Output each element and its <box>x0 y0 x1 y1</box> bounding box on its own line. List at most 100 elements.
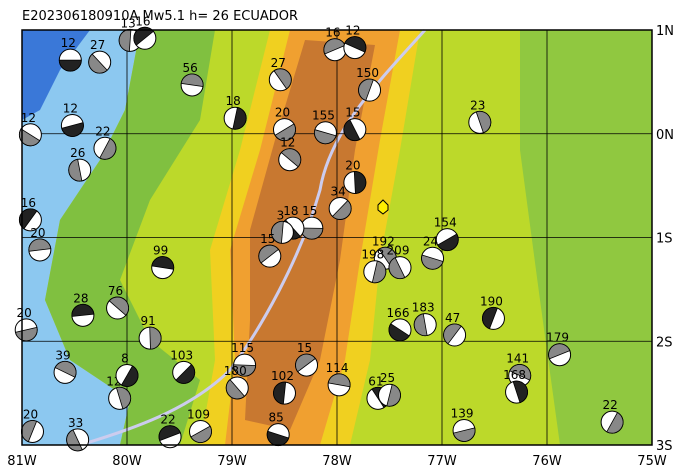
depth-label: 20 <box>275 106 290 120</box>
depth-label: 15 <box>260 232 275 246</box>
beachball <box>151 256 175 280</box>
beachball <box>313 121 337 145</box>
depth-label: 34 <box>331 184 346 198</box>
beachball <box>388 318 412 342</box>
beachball <box>327 373 351 397</box>
beachball <box>88 50 112 74</box>
beachball-quadrant <box>323 38 346 55</box>
beachball-quadrant <box>606 412 624 434</box>
beachball <box>273 118 296 142</box>
depth-label: 103 <box>170 348 193 362</box>
beachball <box>413 313 437 337</box>
beachball <box>548 343 572 367</box>
lat-tick-label: 1S <box>656 232 673 247</box>
depth-label: 99 <box>153 244 168 258</box>
lat-tick-label: 0N <box>656 128 674 143</box>
beachball <box>172 360 196 384</box>
depth-label: 20 <box>17 306 32 320</box>
beachball <box>68 158 92 182</box>
depth-label: 115 <box>231 341 254 355</box>
depth-label: 15 <box>345 106 360 120</box>
beachball-quadrant <box>190 425 212 443</box>
beachball-quadrant <box>232 106 247 130</box>
beachball-quadrant <box>120 365 139 387</box>
depth-label: 16 <box>135 14 150 28</box>
beachball <box>138 326 162 350</box>
depth-label: 18 <box>226 94 241 108</box>
beachball <box>158 425 182 449</box>
beachball <box>58 48 82 72</box>
depth-label: 22 <box>602 398 617 412</box>
beachball <box>53 360 77 384</box>
beachball <box>93 136 117 160</box>
beachball <box>278 148 302 172</box>
beachball <box>108 386 132 410</box>
depth-label: 91 <box>140 314 155 328</box>
beachball-quadrant <box>225 379 246 400</box>
beachball <box>133 26 157 50</box>
beachball-quadrant <box>421 254 444 270</box>
beachball-quadrant <box>15 326 38 342</box>
border-line <box>79 28 427 447</box>
beachball <box>233 353 257 377</box>
beachball-quadrant <box>28 238 52 252</box>
depth-label: 33 <box>68 416 83 430</box>
beachball-quadrant <box>371 260 387 284</box>
beachball-quadrant <box>175 364 196 384</box>
beachball-quadrant <box>233 364 257 377</box>
depth-label: 166 <box>387 306 410 320</box>
depth-label: 28 <box>73 291 88 305</box>
beachball <box>189 420 212 444</box>
beachball <box>363 260 387 284</box>
beachball-quadrant <box>331 199 352 220</box>
beachball-quadrant <box>452 427 476 442</box>
beachball-quadrant <box>344 36 367 53</box>
beachball-quadrant <box>273 68 292 90</box>
beachball <box>343 36 367 60</box>
beachball <box>18 208 42 232</box>
depth-label: 168 <box>503 368 526 382</box>
beachball <box>435 228 459 252</box>
depth-label: 22 <box>95 124 110 138</box>
beachball <box>295 353 319 377</box>
lat-tick-label: 1N <box>656 24 674 39</box>
depth-label: 16 <box>21 196 36 210</box>
beachball-quadrant <box>437 233 459 251</box>
depth-label: 183 <box>412 301 435 315</box>
depth-label: 12 <box>21 111 36 125</box>
depth-label: 154 <box>434 216 457 230</box>
depth-label: 20 <box>23 408 38 422</box>
beachball <box>421 246 445 270</box>
map-title: E202306180910A Mw5.1 h= 26 ECUADOR <box>22 9 298 24</box>
beachball-quadrant <box>512 380 528 404</box>
lon-tick-label: 76W <box>532 454 562 469</box>
beachball <box>343 171 367 195</box>
beachball <box>14 318 38 342</box>
depth-label: 13 <box>121 16 136 30</box>
frame <box>21 29 653 446</box>
depth-label: 85 <box>269 411 284 425</box>
depth-label: 180 <box>224 364 247 378</box>
beachball-quadrant <box>509 364 532 381</box>
beachball-quadrant <box>58 59 82 72</box>
lon-tick-label: 75W <box>637 454 667 469</box>
beachball-quadrant <box>61 122 84 137</box>
depth-label: 24 <box>423 234 438 248</box>
beachball-quadrant <box>115 386 132 410</box>
depth-label: 61 <box>368 374 383 388</box>
lat-tick-label: 2S <box>656 335 673 350</box>
depth-label: 39 <box>55 348 70 362</box>
beachball <box>71 303 95 327</box>
beachball-quadrant <box>548 343 571 360</box>
beachball <box>300 216 324 240</box>
depth-label: 15 <box>297 341 312 355</box>
lon-tick-label: 78W <box>322 454 352 469</box>
lat-tick-label: 3S <box>656 439 673 454</box>
beachball <box>600 410 624 434</box>
depth-label: 102 <box>271 369 294 383</box>
beachball-quadrant <box>273 381 287 405</box>
beachball <box>115 363 139 387</box>
beachball-quadrant <box>71 303 95 317</box>
beachball-quadrant <box>358 78 374 102</box>
